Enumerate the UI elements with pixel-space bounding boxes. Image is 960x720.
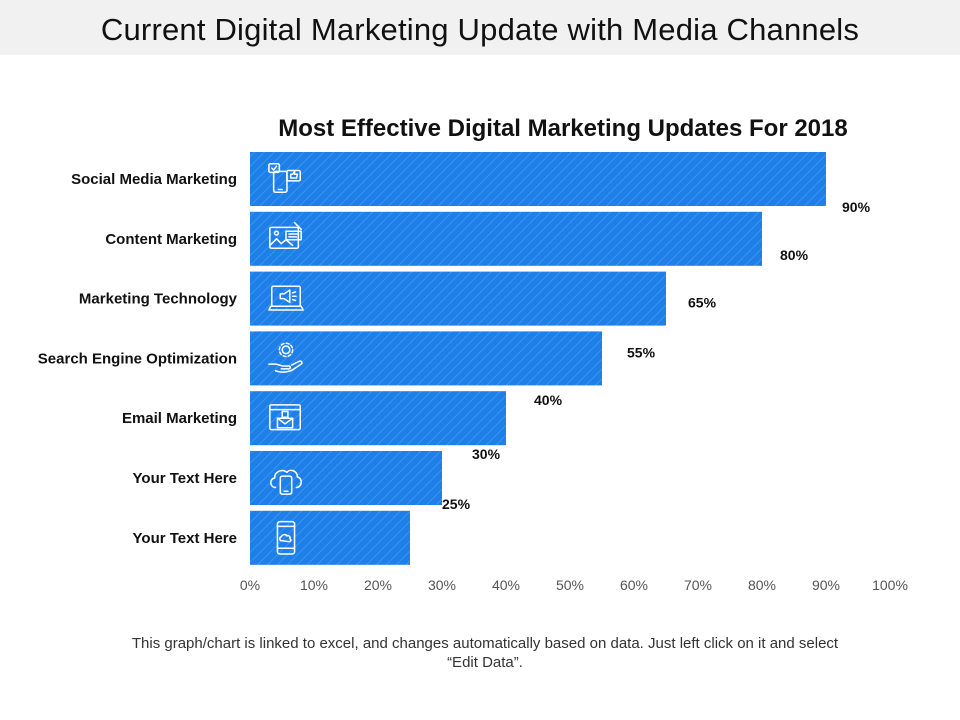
data-label: 90% xyxy=(842,199,871,215)
x-tick-label: 0% xyxy=(240,577,260,593)
title-band xyxy=(0,0,960,55)
category-label: Content Marketing xyxy=(105,231,237,248)
x-tick-label: 80% xyxy=(748,577,776,593)
x-tick-label: 20% xyxy=(364,577,392,593)
category-label: Your Text Here xyxy=(133,470,237,487)
x-axis: Social Media Marketing Content Marketing M… xyxy=(38,171,908,593)
category-label: Your Text Here xyxy=(133,530,237,547)
footer-note: This graph/chart is linked to excel, and… xyxy=(131,635,839,671)
bar[interactable] xyxy=(250,271,666,326)
data-label: 30% xyxy=(472,446,501,462)
x-tick-label: 30% xyxy=(428,577,456,593)
x-tick-label: 10% xyxy=(300,577,328,593)
bar[interactable] xyxy=(250,331,602,386)
data-label: 40% xyxy=(534,392,563,408)
data-label: 80% xyxy=(780,247,809,263)
x-tick-label: 100% xyxy=(872,577,908,593)
category-label: Marketing Technology xyxy=(79,291,238,308)
x-tick-label: 90% xyxy=(812,577,840,593)
category-label: Email Marketing xyxy=(122,410,237,427)
chart-title: Most Effective Digital Marketing Updates… xyxy=(278,115,847,142)
bars-group: 90% 80% 65% 55% 40% 30% 25% xyxy=(250,152,871,565)
data-label: 55% xyxy=(627,344,656,360)
x-tick-label: 40% xyxy=(492,577,520,593)
x-tick-label: 70% xyxy=(684,577,712,593)
bar-chart[interactable]: Most Effective Digital Marketing Updates… xyxy=(0,0,960,620)
x-tick-label: 50% xyxy=(556,577,584,593)
bar[interactable] xyxy=(250,152,826,206)
bar[interactable] xyxy=(250,451,442,505)
slide-title: Current Digital Marketing Update with Me… xyxy=(100,12,860,47)
x-tick-label: 60% xyxy=(620,577,648,593)
category-label: Social Media Marketing xyxy=(71,171,237,188)
bar[interactable] xyxy=(250,211,762,266)
category-label: Search Engine Optimization xyxy=(38,350,237,367)
data-label: 25% xyxy=(442,496,471,512)
data-label: 65% xyxy=(688,295,717,311)
bar[interactable] xyxy=(250,510,410,565)
